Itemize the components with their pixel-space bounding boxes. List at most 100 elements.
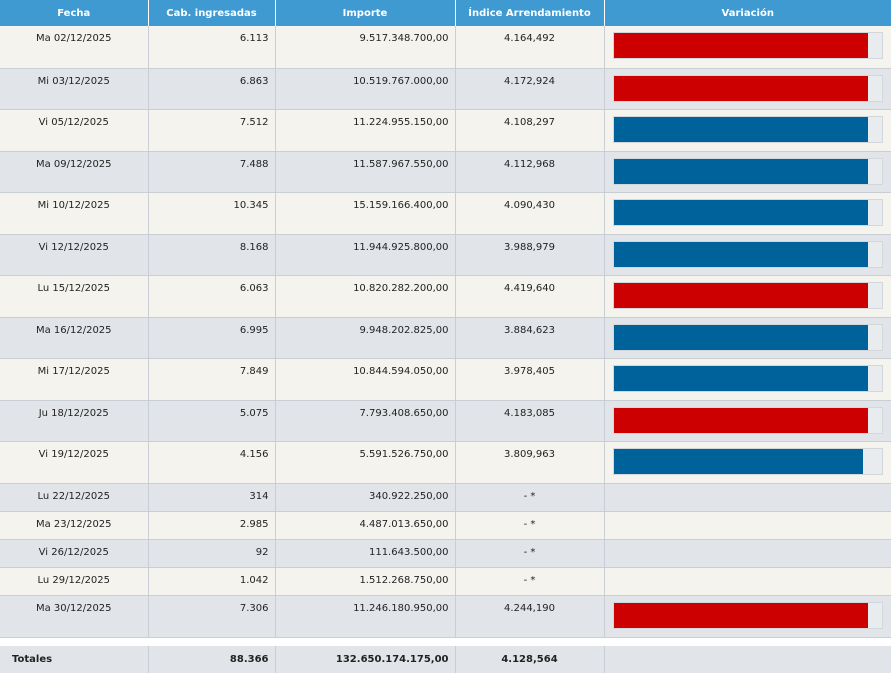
indice-cell: 4.172,924 <box>455 68 605 110</box>
header-indice-arrendamiento[interactable]: Índice Arrendamiento <box>455 0 605 26</box>
fecha-cell: Mi 03/12/2025 <box>0 68 149 110</box>
variacion-cell <box>604 234 891 276</box>
cab-ingresadas-cell: 4.156 <box>148 441 276 484</box>
cab-ingresadas-cell: 7.512 <box>148 109 276 152</box>
fecha-cell: Vi 19/12/2025 <box>0 441 149 484</box>
spacer-cell <box>604 637 891 646</box>
importe-cell: 11.944.925.800,00 <box>275 234 456 276</box>
cab-ingresadas-cell: 6.863 <box>148 68 276 110</box>
table-row[interactable]: Ma 02/12/2025 6.113 9.517.348.700,00 4.164,… <box>0 26 891 69</box>
indice-cell: 4.419,640 <box>455 275 605 318</box>
indice-cell: 4.090,430 <box>455 192 605 235</box>
cab-ingresadas-cell: 10.345 <box>148 192 276 235</box>
table-row[interactable]: Ju 18/12/2025 5.075 7.793.408.650,00 4.183,… <box>0 400 891 442</box>
indice-cell: - * <box>455 483 605 512</box>
variacion-cell <box>604 275 891 318</box>
importe-cell: 11.587.967.550,00 <box>275 151 456 193</box>
variacion-bar-fill <box>613 116 869 142</box>
variacion-bar-track <box>612 198 883 226</box>
table-header-row: Fecha Cab. ingresadas Importe Índice Arr… <box>0 0 891 26</box>
table-row[interactable]: Ma 16/12/2025 6.995 9.948.202.825,00 3.884,… <box>0 317 891 359</box>
variacion-bar-track <box>612 447 883 475</box>
table-spacer <box>0 637 891 646</box>
importe-cell: 9.948.202.825,00 <box>275 317 456 359</box>
variacion-cell <box>604 400 891 442</box>
fecha-cell: Ma 02/12/2025 <box>0 26 149 69</box>
importe-cell: 10.844.594.050,00 <box>275 358 456 401</box>
variacion-cell <box>604 317 891 359</box>
indice-cell: 4.244,190 <box>455 595 605 638</box>
variacion-cell <box>604 192 891 235</box>
table-row[interactable]: Lu 29/12/2025 1.042 1.512.268.750,00- * <box>0 567 891 596</box>
indice-cell: - * <box>455 567 605 596</box>
indice-cell: - * <box>455 511 605 540</box>
variacion-cell <box>604 511 891 540</box>
variacion-bar-track <box>612 32 883 59</box>
variacion-bar-fill <box>613 33 869 58</box>
cab-ingresadas-cell: 6.063 <box>148 275 276 318</box>
header-cab-ingresadas[interactable]: Cab. ingresadas <box>148 0 276 26</box>
variacion-bar-fill <box>613 75 869 101</box>
fecha-cell: Ma 23/12/2025 <box>0 511 149 540</box>
variacion-cell <box>604 68 891 110</box>
variacion-cell <box>604 441 891 484</box>
variacion-bar-track <box>612 601 883 629</box>
cab-ingresadas-cell: 2.985 <box>148 511 276 540</box>
fecha-cell: Mi 10/12/2025 <box>0 192 149 235</box>
table-row[interactable]: Lu 22/12/2025 314 340.922.250,00- * <box>0 483 891 512</box>
indice-cell: 3.884,623 <box>455 317 605 359</box>
importe-cell: 4.487.013.650,00 <box>275 511 456 540</box>
variacion-bar-fill <box>613 448 863 474</box>
variacion-cell <box>604 358 891 401</box>
table-row[interactable]: Vi 12/12/2025 8.168 11.944.925.800,00 3.988… <box>0 234 891 276</box>
table-row[interactable]: Ma 09/12/2025 7.488 11.587.967.550,00 4.112… <box>0 151 891 193</box>
cab-ingresadas-cell: 314 <box>148 483 276 512</box>
variacion-bar-fill <box>613 365 869 391</box>
indice-cell: 4.164,492 <box>455 26 605 69</box>
variacion-bar-fill <box>613 324 869 350</box>
variacion-cell <box>604 539 891 568</box>
table-row[interactable]: Ma 23/12/2025 2.985 4.487.013.650,00- * <box>0 511 891 540</box>
header-fecha[interactable]: Fecha <box>0 0 149 26</box>
table-row[interactable]: Mi 10/12/2025 10.345 15.159.166.400,00 4.09… <box>0 192 891 235</box>
variacion-cell <box>604 109 891 152</box>
importe-cell: 1.512.268.750,00 <box>275 567 456 596</box>
table-row[interactable]: Ma 30/12/2025 7.306 11.246.180.950,00 4.244… <box>0 595 891 638</box>
fecha-cell: Lu 22/12/2025 <box>0 483 149 512</box>
fecha-cell: Ma 09/12/2025 <box>0 151 149 193</box>
variacion-bar-fill <box>613 407 869 433</box>
totals-variacion-empty <box>604 646 891 673</box>
totals-cab-ingresadas: 88.366 <box>148 646 276 673</box>
spacer-cell <box>455 637 604 646</box>
table-row[interactable]: Vi 26/12/2025 92 111.643.500,00- * <box>0 539 891 568</box>
variacion-bar-track <box>612 74 883 102</box>
cab-ingresadas-cell: 7.488 <box>148 151 276 193</box>
table-row[interactable]: Vi 05/12/2025 7.512 11.224.955.150,00 4.108… <box>0 109 891 152</box>
totals-importe: 132.650.174.175,00 <box>275 646 456 673</box>
variacion-bar-track <box>612 323 883 351</box>
importe-cell: 10.820.282.200,00 <box>275 275 456 318</box>
table-row[interactable]: Vi 19/12/2025 4.156 5.591.526.750,00 3.809,… <box>0 441 891 484</box>
totals-indice: 4.128,564 <box>455 646 605 673</box>
importe-cell: 9.517.348.700,00 <box>275 26 456 69</box>
totals-row: Totales 88.366 132.650.174.175,00 4.128,564 <box>0 646 891 673</box>
fecha-cell: Vi 26/12/2025 <box>0 539 149 568</box>
variacion-bar-track <box>612 157 883 185</box>
indice-cell: 3.988,979 <box>455 234 605 276</box>
header-variacion[interactable]: Variación <box>604 0 891 26</box>
importe-cell: 11.224.955.150,00 <box>275 109 456 152</box>
indice-cell: 4.108,297 <box>455 109 605 152</box>
variacion-bar-track <box>612 406 883 434</box>
table-row[interactable]: Mi 17/12/2025 7.849 10.844.594.050,00 3.978… <box>0 358 891 401</box>
importe-cell: 11.246.180.950,00 <box>275 595 456 638</box>
importe-cell: 111.643.500,00 <box>275 539 456 568</box>
table-row[interactable]: Lu 15/12/2025 6.063 10.820.282.200,00 4.419… <box>0 275 891 318</box>
table-row[interactable]: Mi 03/12/2025 6.863 10.519.767.000,00 4.172… <box>0 68 891 110</box>
fecha-cell: Lu 15/12/2025 <box>0 275 149 318</box>
indice-cell: 3.809,963 <box>455 441 605 484</box>
indice-cell: 4.112,968 <box>455 151 605 193</box>
cab-ingresadas-cell: 7.849 <box>148 358 276 401</box>
header-importe[interactable]: Importe <box>275 0 456 26</box>
